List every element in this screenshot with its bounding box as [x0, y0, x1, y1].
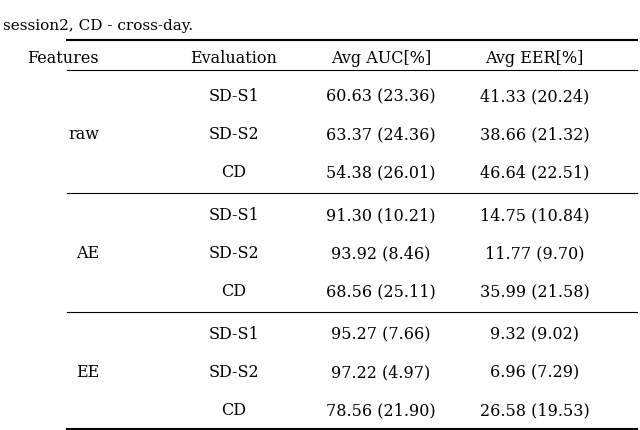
Text: Evaluation: Evaluation	[190, 49, 277, 67]
Text: session2, CD - cross-day.: session2, CD - cross-day.	[3, 19, 193, 33]
Text: 93.92 (8.46): 93.92 (8.46)	[331, 245, 431, 262]
Text: 95.27 (7.66): 95.27 (7.66)	[331, 326, 431, 343]
Text: 11.77 (9.70): 11.77 (9.70)	[484, 245, 584, 262]
Text: Avg AUC[%]: Avg AUC[%]	[331, 49, 431, 67]
Text: EE: EE	[76, 363, 99, 381]
Text: 46.64 (22.51): 46.64 (22.51)	[480, 164, 589, 181]
Text: 14.75 (10.84): 14.75 (10.84)	[479, 207, 589, 224]
Text: Features: Features	[28, 49, 99, 67]
Text: SD-S1: SD-S1	[208, 88, 259, 105]
Text: SD-S2: SD-S2	[208, 363, 259, 381]
Text: SD-S1: SD-S1	[208, 207, 259, 224]
Text: 91.30 (10.21): 91.30 (10.21)	[326, 207, 436, 224]
Text: SD-S2: SD-S2	[208, 126, 259, 143]
Text: 54.38 (26.01): 54.38 (26.01)	[326, 164, 436, 181]
Text: 26.58 (19.53): 26.58 (19.53)	[479, 401, 589, 418]
Text: SD-S2: SD-S2	[208, 245, 259, 262]
Text: CD: CD	[221, 164, 246, 181]
Text: AE: AE	[76, 245, 99, 262]
Text: 68.56 (25.11): 68.56 (25.11)	[326, 283, 436, 300]
Text: 97.22 (4.97): 97.22 (4.97)	[331, 363, 431, 381]
Text: Avg EER[%]: Avg EER[%]	[485, 49, 584, 67]
Text: 60.63 (23.36): 60.63 (23.36)	[326, 88, 436, 105]
Text: 63.37 (24.36): 63.37 (24.36)	[326, 126, 436, 143]
Text: raw: raw	[68, 126, 99, 143]
Text: CD: CD	[221, 401, 246, 418]
Text: SD-S1: SD-S1	[208, 326, 259, 343]
Text: 35.99 (21.58): 35.99 (21.58)	[479, 283, 589, 300]
Text: 41.33 (20.24): 41.33 (20.24)	[480, 88, 589, 105]
Text: 9.32 (9.02): 9.32 (9.02)	[490, 326, 579, 343]
Text: 6.96 (7.29): 6.96 (7.29)	[490, 363, 579, 381]
Text: 78.56 (21.90): 78.56 (21.90)	[326, 401, 436, 418]
Text: CD: CD	[221, 283, 246, 300]
Text: 38.66 (21.32): 38.66 (21.32)	[479, 126, 589, 143]
